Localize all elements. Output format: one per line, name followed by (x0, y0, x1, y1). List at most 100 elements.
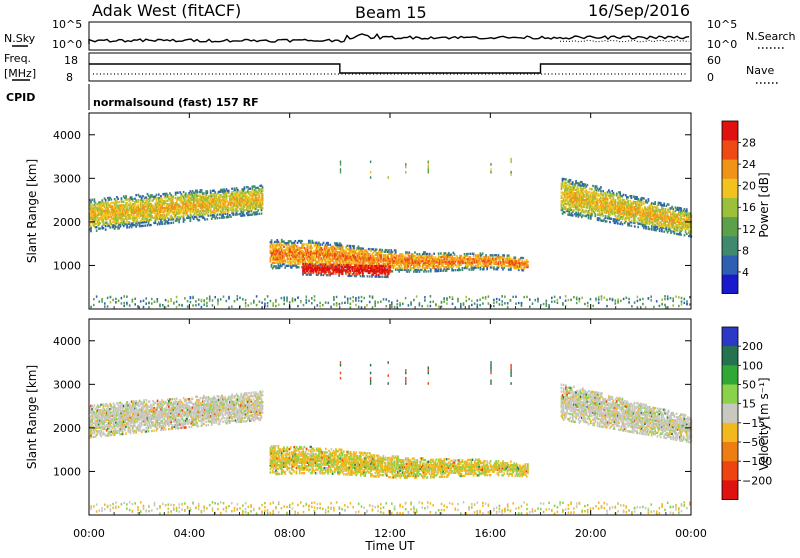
data-cell (271, 239, 273, 241)
data-cell (214, 191, 216, 193)
data-cell (615, 199, 617, 201)
data-cell (425, 270, 427, 272)
data-cell (208, 215, 210, 217)
data-cell (482, 252, 484, 254)
data-cell (199, 219, 201, 221)
data-cell (94, 198, 96, 200)
data-cell (600, 186, 602, 188)
data-cell (582, 209, 584, 211)
data-cell (654, 201, 656, 203)
data-cell (477, 254, 479, 256)
data-cell (261, 213, 263, 215)
data-cell (161, 221, 163, 223)
data-cell (631, 225, 633, 227)
data-cell (368, 265, 370, 267)
data-cell (429, 253, 431, 255)
data-cell (643, 197, 645, 199)
data-cell (522, 257, 524, 259)
data-cell (112, 205, 114, 207)
data-cell (99, 222, 101, 224)
data-cell (237, 189, 239, 191)
data-cell (115, 226, 117, 228)
data-cell (338, 264, 340, 266)
freq-tick-top: 18 (64, 54, 78, 67)
data-cell (319, 243, 321, 245)
data-cell (210, 190, 212, 192)
data-cell (311, 247, 313, 249)
data-cell (142, 195, 144, 197)
nave-tick-bottom: 0 (707, 71, 714, 84)
data-cell (231, 188, 233, 190)
data-cell (203, 192, 205, 194)
data-cell (637, 226, 639, 228)
data-cell (244, 214, 246, 216)
data-cell (185, 192, 187, 194)
data-cell (142, 225, 144, 227)
data-cell (610, 218, 612, 220)
freq-tick-bottom: 8 (66, 71, 73, 84)
data-cell (177, 192, 179, 194)
data-cell (237, 213, 239, 215)
data-cell (105, 199, 107, 201)
data-cell (244, 186, 246, 188)
data-cell (342, 246, 344, 248)
data-cell (455, 269, 457, 271)
data-cell (298, 266, 300, 268)
nave-tick-top: 60 (707, 54, 721, 67)
data-cell (150, 224, 152, 226)
nsky-panel: N.Sky 10^5 10^0 10^5 10^0 N.Search (4, 18, 796, 51)
data-cell (631, 195, 633, 197)
data-cell (323, 242, 325, 244)
station-title: Adak West (fitACF) (92, 1, 241, 20)
data-cell (617, 194, 619, 196)
data-cell (614, 194, 616, 196)
data-cell (622, 223, 624, 225)
data-cell (392, 251, 394, 253)
data-cell (284, 260, 286, 262)
data-cell (605, 215, 607, 217)
data-cell (204, 218, 206, 220)
data-cell (430, 268, 432, 270)
data-cell (485, 254, 487, 256)
data-cell (184, 219, 186, 221)
scatter-region (89, 185, 263, 233)
data-cell (117, 198, 119, 200)
nsky-label: N.Sky (4, 32, 36, 45)
data-cell (468, 268, 470, 270)
data-cell (121, 197, 123, 199)
data-cell (515, 257, 517, 259)
data-cell (125, 195, 127, 197)
data-cell (642, 208, 644, 210)
data-cell (395, 249, 397, 251)
data-cell (156, 194, 158, 196)
data-cell (228, 207, 230, 209)
data-cell (352, 266, 354, 268)
data-cell (459, 269, 461, 271)
data-cell (491, 265, 493, 267)
data-cell (565, 178, 567, 180)
data-cell (249, 188, 251, 190)
data-cell (173, 222, 175, 224)
data-cell (623, 194, 625, 196)
nsky-trace (89, 34, 689, 44)
data-cell (183, 191, 185, 193)
data-cell (135, 194, 137, 196)
nsearch-tick-bottom: 10^0 (707, 38, 737, 51)
data-cell (173, 201, 175, 203)
data-cell (402, 267, 404, 269)
data-cell (572, 181, 574, 183)
data-cell (196, 190, 198, 192)
data-cell (160, 195, 162, 197)
data-cell (606, 220, 608, 222)
data-cell (217, 217, 219, 219)
data-cell (123, 201, 125, 203)
data-cell (91, 199, 93, 201)
nsearch-trace (560, 40, 689, 42)
data-cell (99, 227, 101, 229)
data-cell (105, 229, 107, 231)
freq-label: Freq. (4, 52, 31, 65)
data-cell (648, 226, 650, 228)
data-cell (619, 191, 621, 193)
data-cell (648, 198, 650, 200)
data-cell (457, 257, 459, 259)
